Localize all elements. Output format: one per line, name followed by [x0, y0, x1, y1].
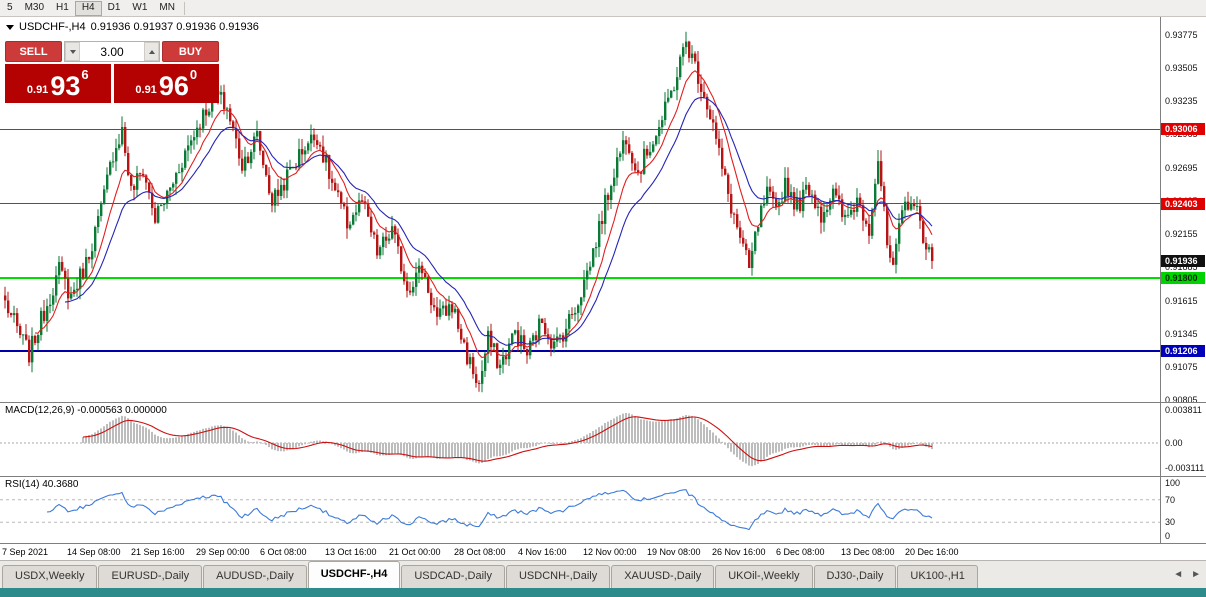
macd-header: MACD(12,26,9) -0.000563 0.000000	[5, 405, 167, 416]
price-tick-label: 0.93775	[1165, 30, 1198, 40]
price-tick-label: 0.92695	[1165, 163, 1198, 173]
main-chart-panel: USDCHF-,H4 0.91936 0.91937 0.91936 0.919…	[0, 17, 1206, 405]
tab-usdcad-daily[interactable]: USDCAD-,Daily	[401, 565, 505, 588]
tab-scroll-left-icon[interactable]: ◄	[1173, 569, 1184, 580]
timeframe-button-m30[interactable]: M30	[24, 1, 45, 13]
time-axis-label: 29 Sep 00:00	[196, 547, 250, 557]
sell-price-big: 93	[50, 71, 81, 101]
timeframe-button-h4[interactable]: H4	[74, 0, 102, 16]
timeframe-button-5[interactable]: 5	[7, 1, 13, 13]
chart-tabbar: USDX,Weekly EURUSD-,Daily AUDUSD-,Daily USD…	[0, 560, 1206, 588]
price-level-badge: 0.93006	[1161, 123, 1205, 135]
rsi-axis-label: 0	[1165, 531, 1171, 541]
time-axis-label: 26 Nov 16:00	[712, 547, 766, 557]
rsi-axis-label: 100	[1165, 478, 1181, 488]
macd-axis-zero: 0.00	[1165, 438, 1183, 448]
tab-xauusd-daily[interactable]: XAUUSD-,Daily	[611, 565, 715, 588]
one-click-trade-widget: SELL BUY 0.91 93 6 0.91 96 0	[5, 41, 219, 103]
chart-quote-line: 0.91936 0.91937 0.91936 0.91936	[90, 21, 259, 33]
tab-dj30-daily[interactable]: DJ30-,Daily	[813, 565, 897, 588]
tab-scroll-right-icon[interactable]: ►	[1191, 569, 1201, 580]
time-axis-label: 21 Oct 00:00	[389, 547, 441, 557]
macd-plot[interactable]	[0, 403, 1160, 476]
chart-title-line: USDCHF-,H4 0.91936 0.91937 0.91936 0.919…	[6, 21, 259, 33]
price-tick-label: 0.91075	[1165, 362, 1198, 372]
price-tick-label: 0.92155	[1165, 229, 1198, 239]
timeframe-button-w1[interactable]: W1	[132, 1, 148, 13]
price-tick-label: 0.91345	[1165, 329, 1198, 339]
price-tick-label: 0.91615	[1165, 296, 1198, 306]
toolbar-separator	[183, 1, 185, 15]
time-axis: 7 Sep 2021 14 Sep 08:00 21 Sep 16:00 29 Sep…	[0, 543, 1206, 560]
chart-menu-icon[interactable]	[6, 24, 14, 30]
buy-price-sup: 0	[189, 67, 198, 82]
volume-increase-button[interactable]	[144, 42, 159, 61]
macd-axis-top: 0.003811	[1165, 405, 1202, 415]
buy-price-box[interactable]: 0.91 96 0	[113, 64, 219, 103]
price-tick-label: 0.91885	[1165, 262, 1198, 272]
sell-button[interactable]: SELL	[5, 41, 62, 62]
time-axis-label: 20 Dec 16:00	[905, 547, 959, 557]
price-tick-label: 0.93235	[1165, 96, 1198, 106]
triangle-down-icon	[69, 49, 76, 54]
tab-usdchf-h4[interactable]: USDCHF-,H4	[307, 561, 401, 588]
tab-audusd-daily[interactable]: AUDUSD-,Daily	[203, 565, 307, 588]
price-level-badge: 0.91936	[1161, 255, 1205, 267]
triangle-up-icon	[148, 49, 155, 54]
timeframe-toolbar: 5 M30 H1 H4 D1 W1 MN	[0, 0, 1206, 17]
time-axis-label: 7 Sep 2021	[2, 547, 49, 557]
macd-panel: MACD(12,26,9) -0.000563 0.000000 0.00381…	[0, 402, 1206, 476]
chart-tabs: USDX,Weekly EURUSD-,Daily AUDUSD-,Daily USD…	[2, 561, 979, 588]
tab-usdcnh-daily[interactable]: USDCNH-,Daily	[505, 565, 611, 588]
buy-price-small: 0.91	[135, 84, 157, 96]
time-axis-label: 13 Oct 16:00	[325, 547, 377, 557]
price-tick-label: 0.90805	[1165, 395, 1198, 405]
tab-scroll-controls: ◄ ►	[1173, 569, 1201, 580]
taskbar-strip	[0, 588, 1206, 597]
rsi-panel: RSI(14) 40.3680 100 70 30 0	[0, 476, 1206, 543]
time-axis-label: 13 Dec 08:00	[841, 547, 895, 557]
candlestick-plot[interactable]	[0, 17, 1160, 402]
time-axis-label: 4 Nov 16:00	[518, 547, 567, 557]
time-axis-label: 12 Nov 00:00	[583, 547, 637, 557]
time-axis-label: 14 Sep 08:00	[67, 547, 121, 557]
sell-price-sup: 6	[81, 67, 89, 82]
time-axis-label: 6 Dec 08:00	[776, 547, 825, 557]
buy-button[interactable]: BUY	[162, 41, 219, 62]
timeframe-button-h1[interactable]: H1	[56, 1, 69, 13]
rsi-plot[interactable]	[0, 477, 1160, 543]
time-axis-label: 28 Oct 08:00	[454, 547, 506, 557]
price-level-badge: 0.91800	[1161, 272, 1205, 284]
rsi-axis: 100 70 30 0	[1160, 477, 1206, 543]
tab-eurusd-daily[interactable]: EURUSD-,Daily	[98, 565, 203, 588]
volume-input[interactable]	[80, 42, 144, 61]
macd-axis-bottom: -0.003111	[1165, 463, 1205, 473]
rsi-header: RSI(14) 40.3680	[5, 479, 79, 490]
rsi-axis-label: 70	[1165, 495, 1176, 505]
time-axis-label: 19 Nov 08:00	[647, 547, 701, 557]
price-tick-label: 0.93505	[1165, 63, 1198, 73]
price-level-badge: 0.92403	[1161, 198, 1205, 210]
time-axis-label: 21 Sep 16:00	[131, 547, 185, 557]
buy-price-big: 96	[158, 71, 189, 101]
macd-axis: 0.003811 0.00 -0.003111	[1160, 403, 1206, 476]
main-price-axis[interactable]: 0.937750.935050.932350.929650.926950.924…	[1160, 17, 1206, 405]
volume-control	[64, 41, 160, 62]
tab-ukoil-weekly[interactable]: UKOil-,Weekly	[715, 565, 813, 588]
volume-decrease-button[interactable]	[65, 42, 80, 61]
timeframe-button-d1[interactable]: D1	[107, 1, 121, 13]
sell-price-box[interactable]: 0.91 93 6	[5, 64, 111, 103]
sell-price-small: 0.91	[26, 84, 49, 96]
time-axis-label: 6 Oct 08:00	[260, 547, 307, 557]
timeframe-button-mn[interactable]: MN	[159, 1, 175, 13]
rsi-axis-label: 30	[1165, 517, 1176, 527]
price-level-badge: 0.91206	[1161, 345, 1205, 357]
tab-usdx-weekly[interactable]: USDX,Weekly	[2, 565, 98, 588]
chart-symbol-label: USDCHF-,H4	[19, 21, 86, 33]
tab-uk100-h1[interactable]: UK100-,H1	[897, 565, 978, 588]
